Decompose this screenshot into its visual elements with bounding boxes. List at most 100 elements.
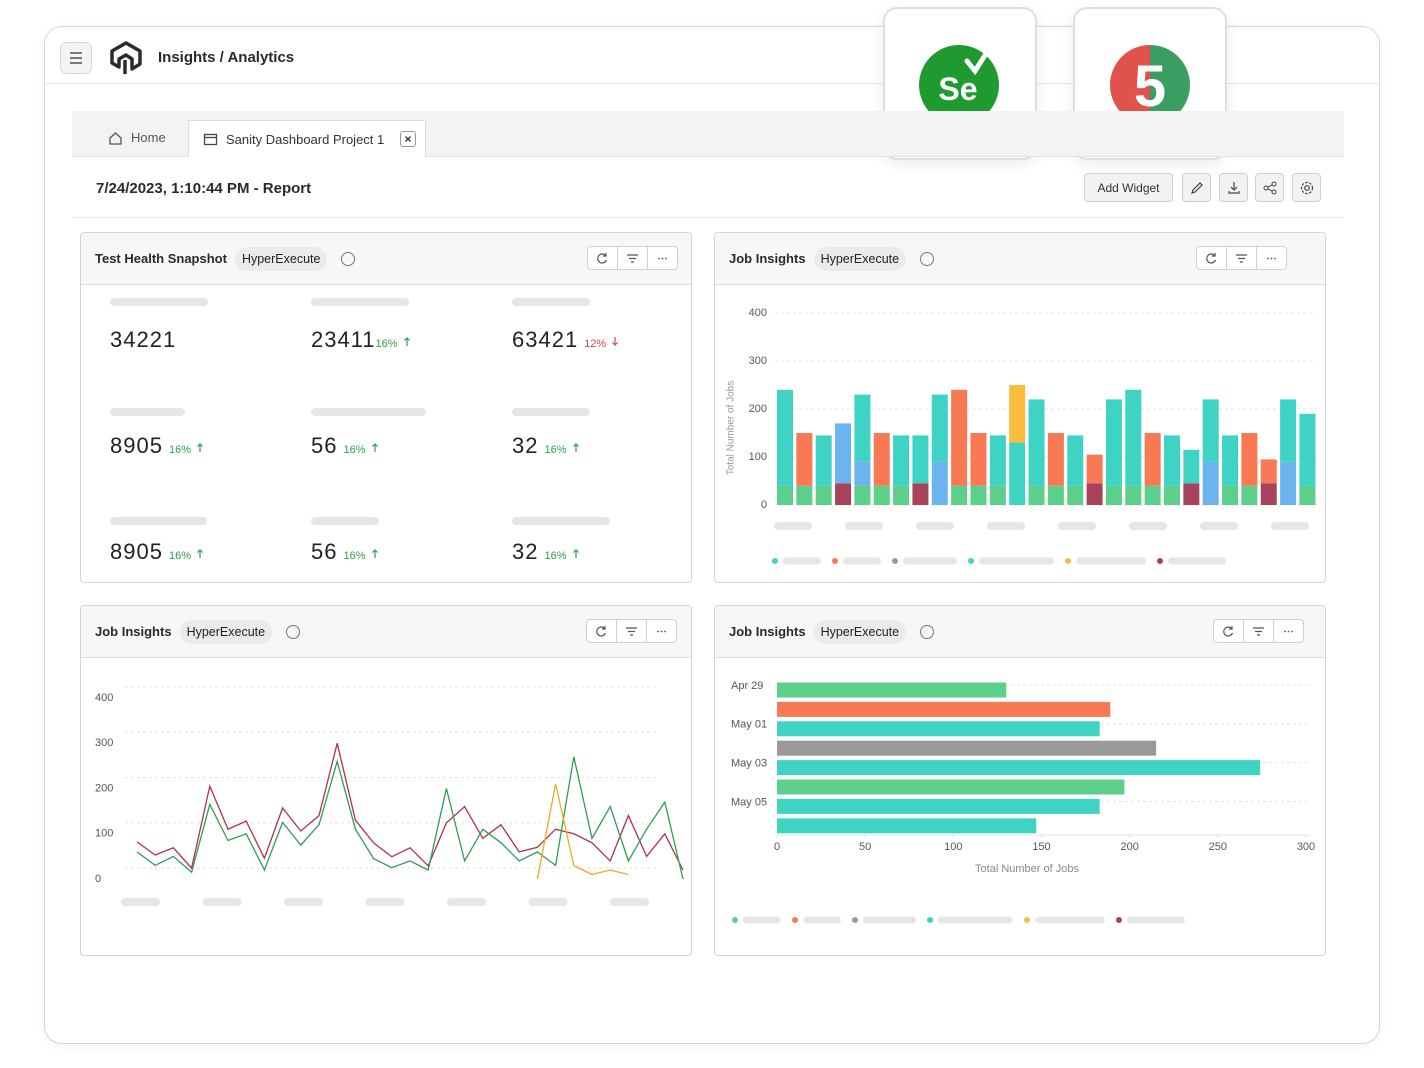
metric: 63421 12% <box>512 328 619 356</box>
settings-button[interactable] <box>1292 173 1321 202</box>
trend-arrow <box>572 543 580 567</box>
arrow-icon <box>403 337 410 346</box>
filter-button[interactable] <box>618 247 648 269</box>
more-button[interactable] <box>1257 247 1286 269</box>
refresh-button[interactable] <box>1197 247 1227 269</box>
download-icon <box>1227 181 1240 194</box>
arrow-icon <box>371 549 378 558</box>
dashboard-icon <box>203 133 218 145</box>
metric: 34221 <box>110 328 176 352</box>
widget-tools <box>586 619 677 643</box>
menu-icon <box>70 52 82 64</box>
arrow-icon <box>572 443 579 452</box>
tool-icon <box>627 253 638 263</box>
metric-change: 16% <box>343 550 366 562</box>
widget-tools <box>587 246 678 270</box>
metric-change: 16% <box>168 550 191 562</box>
filter-button[interactable] <box>1227 247 1257 269</box>
menu-button[interactable] <box>60 42 92 74</box>
metric: 32 16% <box>512 540 580 568</box>
metric-change: 16% <box>375 338 398 350</box>
tab-label: Sanity Dashboard Project 1 <box>226 131 385 147</box>
refresh-button[interactable] <box>587 620 617 642</box>
selenium-label: Se <box>938 71 977 107</box>
hbar-widget: Job Insights HyperExecute <box>714 605 1326 956</box>
home-icon <box>109 131 122 145</box>
more-button[interactable] <box>1274 620 1303 642</box>
number-label: 5 <box>1134 54 1166 119</box>
metric: 8905 16% <box>110 540 204 568</box>
label-placeholder <box>311 408 426 416</box>
settings-icon <box>1300 181 1313 194</box>
close-icon <box>405 136 412 142</box>
filter-button[interactable] <box>617 620 647 642</box>
widget-badge: HyperExecute <box>813 246 907 271</box>
metric-change: 16% <box>544 550 567 562</box>
close-tab-button[interactable] <box>400 131 417 147</box>
metric-value: 8905 <box>110 433 163 458</box>
tool-icon <box>596 625 607 637</box>
metric: 56 16% <box>311 540 379 568</box>
tool-icon <box>657 630 666 632</box>
edit-button[interactable] <box>1182 173 1211 202</box>
refresh-button[interactable] <box>1214 620 1244 642</box>
download-button[interactable] <box>1219 173 1248 202</box>
widget-badge: HyperExecute <box>179 619 273 644</box>
metric-value: 32 <box>512 433 539 458</box>
home-tab[interactable]: Home <box>108 130 166 146</box>
widget-header: Job Insights HyperExecute <box>715 233 1325 285</box>
section-divider <box>72 217 1344 218</box>
tool-icon <box>597 252 608 264</box>
label-placeholder <box>512 298 590 306</box>
metric-change: 16% <box>343 444 366 456</box>
filter-button[interactable] <box>1244 620 1274 642</box>
tool-icon <box>1206 252 1217 264</box>
tool-icon <box>1253 626 1264 636</box>
widget-header: Job Insights HyperExecute <box>81 606 691 658</box>
metric-value: 32 <box>512 539 539 564</box>
label-placeholder <box>512 408 590 416</box>
label-placeholder <box>512 517 610 525</box>
metric-value: 56 <box>311 433 338 458</box>
tool-icon <box>1236 253 1247 263</box>
label-placeholder <box>110 408 185 416</box>
info-icon[interactable] <box>286 624 301 639</box>
widget-tools <box>1213 619 1304 643</box>
metric-value: 63421 <box>512 327 579 352</box>
add-widget-button[interactable]: Add Widget <box>1084 173 1173 202</box>
app-logo <box>110 41 142 74</box>
tool-icon <box>626 626 637 636</box>
report-title: 7/24/2023, 1:10:44 PM - Report <box>96 180 312 197</box>
metric-change: 16% <box>544 444 567 456</box>
info-icon[interactable] <box>920 624 935 639</box>
trend-arrow <box>196 543 204 567</box>
metric: 8905 16% <box>110 434 204 462</box>
header-divider <box>45 83 1379 84</box>
trend-arrow <box>196 437 204 461</box>
edit-icon <box>1190 181 1203 194</box>
trend-arrow <box>371 543 379 567</box>
refresh-button[interactable] <box>588 247 618 269</box>
info-icon[interactable] <box>920 251 935 266</box>
tab-label: Home <box>131 130 166 145</box>
trend-arrow <box>611 331 619 355</box>
widget-header: Test Health Snapshot HyperExecute <box>81 233 691 285</box>
share-icon <box>1263 181 1276 194</box>
share-button[interactable] <box>1255 173 1284 202</box>
arrow-icon <box>612 337 619 346</box>
more-button[interactable] <box>647 620 676 642</box>
trend-arrow <box>371 437 379 461</box>
metric-change: 16% <box>168 444 191 456</box>
active-tab[interactable]: Sanity Dashboard Project 1 <box>188 120 426 157</box>
metric-value: 56 <box>311 539 338 564</box>
metric: 56 16% <box>311 434 379 462</box>
metric: 23411 16% <box>311 328 411 356</box>
widget-badge: HyperExecute <box>813 619 907 644</box>
arrow-icon <box>572 549 579 558</box>
metric: 32 16% <box>512 434 580 462</box>
info-icon[interactable] <box>341 251 356 266</box>
widget-title: Job Insights <box>729 251 806 266</box>
metric-change: 12% <box>584 338 607 350</box>
more-button[interactable] <box>648 247 677 269</box>
